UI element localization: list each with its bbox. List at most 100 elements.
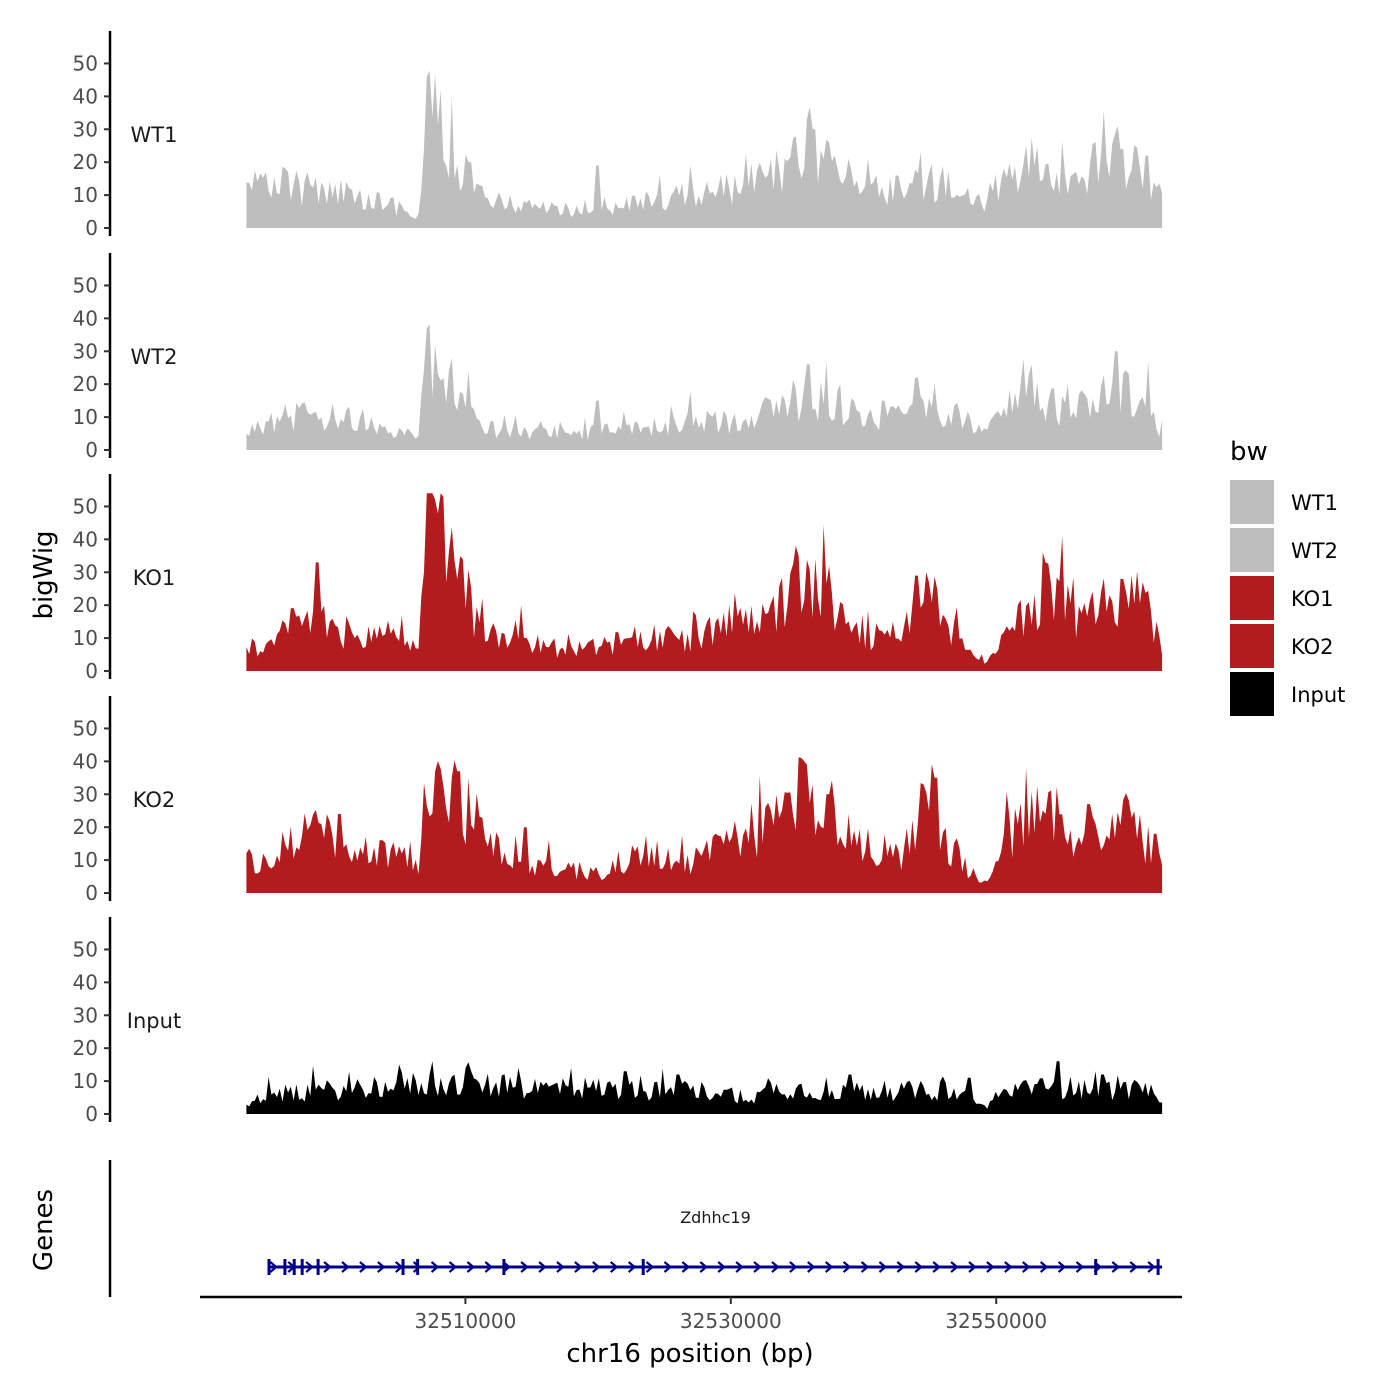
gene-track: Zdhhc19 [108,1160,1163,1297]
legend-label-wt1: WT1 [1291,491,1338,515]
strand-arrow [377,1261,386,1273]
y-tick-label: 20 [73,593,98,617]
genes-axis-title: Genes [29,1189,59,1271]
y-tick-label: 50 [73,51,98,75]
y-tick-label: 30 [73,560,98,584]
track-label: KO1 [133,566,176,590]
strand-arrow [681,1261,691,1273]
x-tick-label: 32530000 [680,1309,782,1333]
y-tick-label: 0 [85,438,98,462]
track-label: WT1 [131,123,178,147]
x-tick-label: 32550000 [945,1309,1047,1333]
legend-swatch-wt2 [1230,528,1274,572]
legend-title: bw [1230,437,1268,467]
y-tick-label: 0 [85,216,98,240]
y-tick-label: 50 [73,716,98,740]
y-tick-label: 40 [73,306,98,330]
strand-arrow [359,1261,368,1273]
x-tick-label: 32510000 [415,1309,517,1333]
track-wt2: 0 10 20 30 40 50 WT2 [73,253,1163,462]
strand-arrow [824,1261,834,1273]
strand-arrow [484,1261,494,1273]
strand-arrow [932,1261,941,1273]
signal-area-wt2 [246,324,1163,450]
y-tick-label: 30 [73,1003,98,1027]
y-axis-title: bigWig [29,530,59,619]
strand-arrow [305,1261,314,1273]
strand-arrow [968,1261,977,1273]
y-tick-label: 40 [73,749,98,773]
strand-arrow [878,1261,888,1273]
strand-arrow [592,1261,601,1273]
signal-area-wt1 [246,70,1163,228]
track-label: KO2 [133,788,176,812]
strand-arrow [717,1261,726,1273]
strand-arrow [807,1261,816,1273]
y-tick-label: 10 [73,405,98,429]
strand-arrow [842,1261,852,1273]
y-tick-label: 30 [73,117,98,141]
strand-arrow [1022,1261,1031,1273]
strand-arrow [627,1261,637,1273]
signal-area-ko1 [246,493,1163,671]
track-label: WT2 [131,345,178,369]
signal-area-ko2 [246,757,1163,893]
track-input: 0 10 20 30 40 50 Input [73,917,1163,1126]
y-tick-label: 40 [73,527,98,551]
strand-arrow [753,1261,762,1273]
legend: bw WT1 WT2 KO1 KO2 Input [1230,437,1345,716]
legend-label-wt2: WT2 [1291,539,1338,563]
y-tick-label: 0 [85,881,98,905]
strand-arrow [699,1261,708,1273]
strand-arrow [323,1261,332,1273]
strand-arrow [1111,1261,1121,1273]
strand-arrow [950,1261,959,1273]
y-tick-label: 0 [85,1102,98,1126]
strand-arrow [860,1261,870,1273]
y-tick-label: 20 [73,150,98,174]
legend-swatch-input [1230,672,1274,716]
gene-label: Zdhhc19 [680,1208,751,1227]
x-axis-title: chr16 position (bp) [566,1339,813,1369]
strand-arrow [538,1261,547,1273]
y-tick-label: 50 [73,494,98,518]
strand-arrow [269,1261,279,1273]
y-tick-label: 40 [73,84,98,108]
y-tick-label: 10 [73,1069,98,1093]
tracks-layer: 0 10 20 30 40 50 WT1 0 10 20 30 40 50 WT2 0 10 20 30 40 50 K… [73,31,1163,1126]
strand-arrow [1129,1261,1138,1273]
y-tick-label: 10 [73,183,98,207]
strand-arrow [1147,1261,1156,1273]
strand-arrow [609,1261,619,1273]
strand-arrow [520,1261,529,1273]
y-tick-label: 30 [73,782,98,806]
strand-arrow [448,1261,458,1273]
strand-arrow [986,1261,995,1273]
legend-label-input: Input [1291,683,1345,707]
strand-arrow [789,1261,798,1273]
strand-arrow [896,1261,906,1273]
strand-arrow [1057,1261,1067,1273]
legend-swatch-ko2 [1230,624,1274,668]
strand-arrow [771,1261,780,1273]
y-tick-label: 10 [73,626,98,650]
strand-arrow [430,1261,440,1273]
signal-area-input [246,1061,1163,1114]
legend-label-ko2: KO2 [1291,635,1334,659]
strand-arrow [735,1261,744,1273]
y-tick-label: 20 [73,815,98,839]
strand-arrow [1039,1261,1049,1273]
track-ko1: 0 10 20 30 40 50 KO1 [73,474,1163,683]
y-tick-label: 0 [85,659,98,683]
y-tick-label: 20 [73,1036,98,1060]
y-tick-label: 50 [73,273,98,297]
strand-arrow [645,1261,655,1273]
y-tick-label: 30 [73,339,98,363]
y-tick-label: 20 [73,372,98,396]
strand-arrow [914,1261,923,1273]
y-tick-label: 40 [73,970,98,994]
strand-arrow [466,1261,476,1273]
x-axis: 32510000 32530000 32550000 [200,1295,1182,1333]
track-ko2: 0 10 20 30 40 50 KO2 [73,696,1163,905]
